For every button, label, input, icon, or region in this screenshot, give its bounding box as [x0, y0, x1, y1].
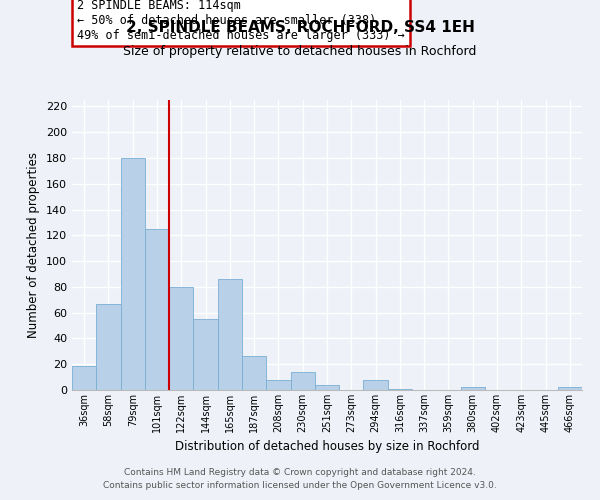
Bar — [72, 366, 96, 390]
X-axis label: Distribution of detached houses by size in Rochford: Distribution of detached houses by size … — [175, 440, 479, 454]
Text: 2, SPINDLE BEAMS, ROCHFORD, SS4 1EH: 2, SPINDLE BEAMS, ROCHFORD, SS4 1EH — [125, 20, 475, 35]
Bar — [388, 388, 412, 390]
Bar — [193, 319, 218, 390]
Text: Size of property relative to detached houses in Rochford: Size of property relative to detached ho… — [124, 45, 476, 58]
Bar — [218, 279, 242, 390]
Bar — [266, 380, 290, 390]
Bar — [290, 372, 315, 390]
Bar — [96, 304, 121, 390]
Bar — [242, 356, 266, 390]
Bar — [315, 385, 339, 390]
Bar — [461, 388, 485, 390]
Bar — [558, 388, 582, 390]
Bar — [145, 229, 169, 390]
Bar — [364, 380, 388, 390]
Text: Contains HM Land Registry data © Crown copyright and database right 2024.
Contai: Contains HM Land Registry data © Crown c… — [103, 468, 497, 490]
Bar — [169, 287, 193, 390]
Y-axis label: Number of detached properties: Number of detached properties — [28, 152, 40, 338]
Text: 2 SPINDLE BEAMS: 114sqm
← 50% of detached houses are smaller (338)
49% of semi-d: 2 SPINDLE BEAMS: 114sqm ← 50% of detache… — [77, 0, 405, 42]
Bar — [121, 158, 145, 390]
